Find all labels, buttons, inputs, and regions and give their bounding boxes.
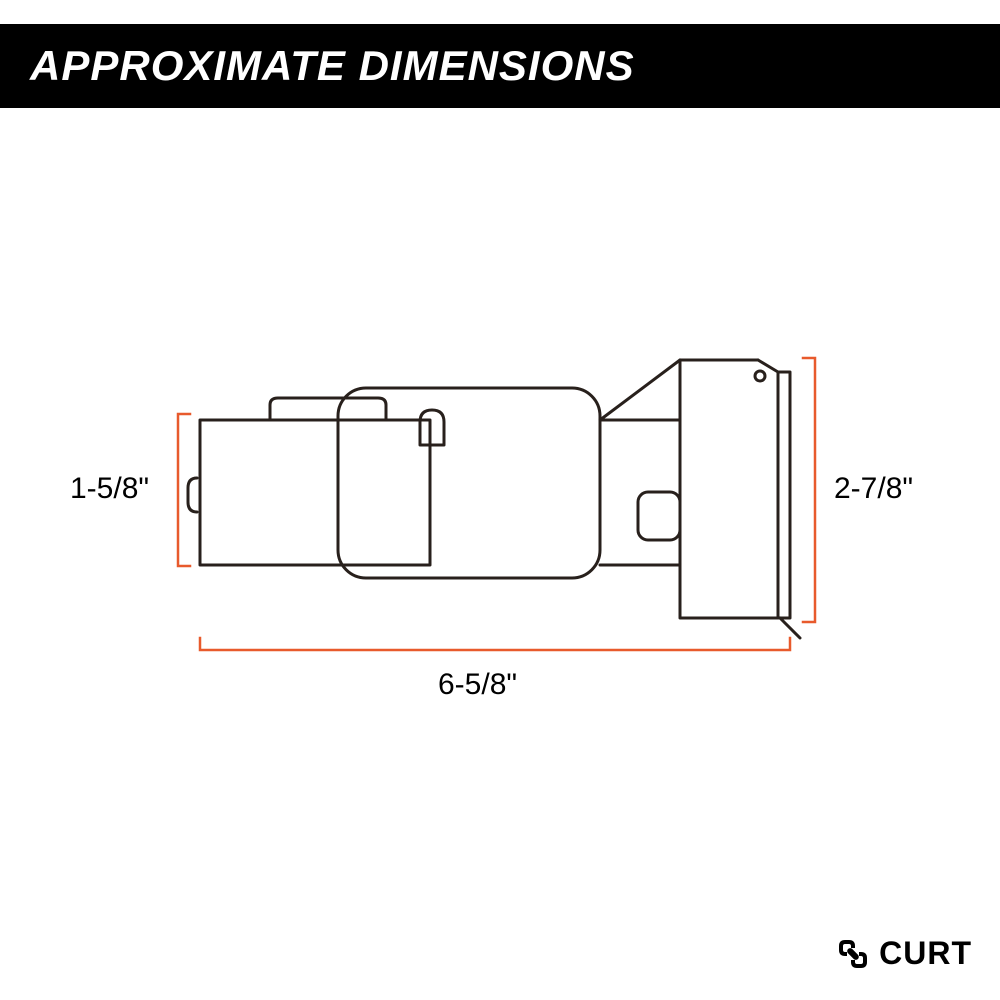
dimension-label-bottom: 6-5/8" [438, 668, 517, 702]
diagram-area: 1-5/8" 2-7/8" 6-5/8" [0, 120, 1000, 880]
brand-name: CURT [879, 935, 972, 972]
chain-link-icon [835, 936, 871, 972]
title-bar: APPROXIMATE DIMENSIONS [0, 24, 1000, 108]
brand-logo: CURT [835, 935, 972, 972]
dimension-label-left: 1-5/8" [70, 472, 149, 506]
page-title: APPROXIMATE DIMENSIONS [30, 42, 970, 90]
dimension-label-right: 2-7/8" [834, 472, 913, 506]
